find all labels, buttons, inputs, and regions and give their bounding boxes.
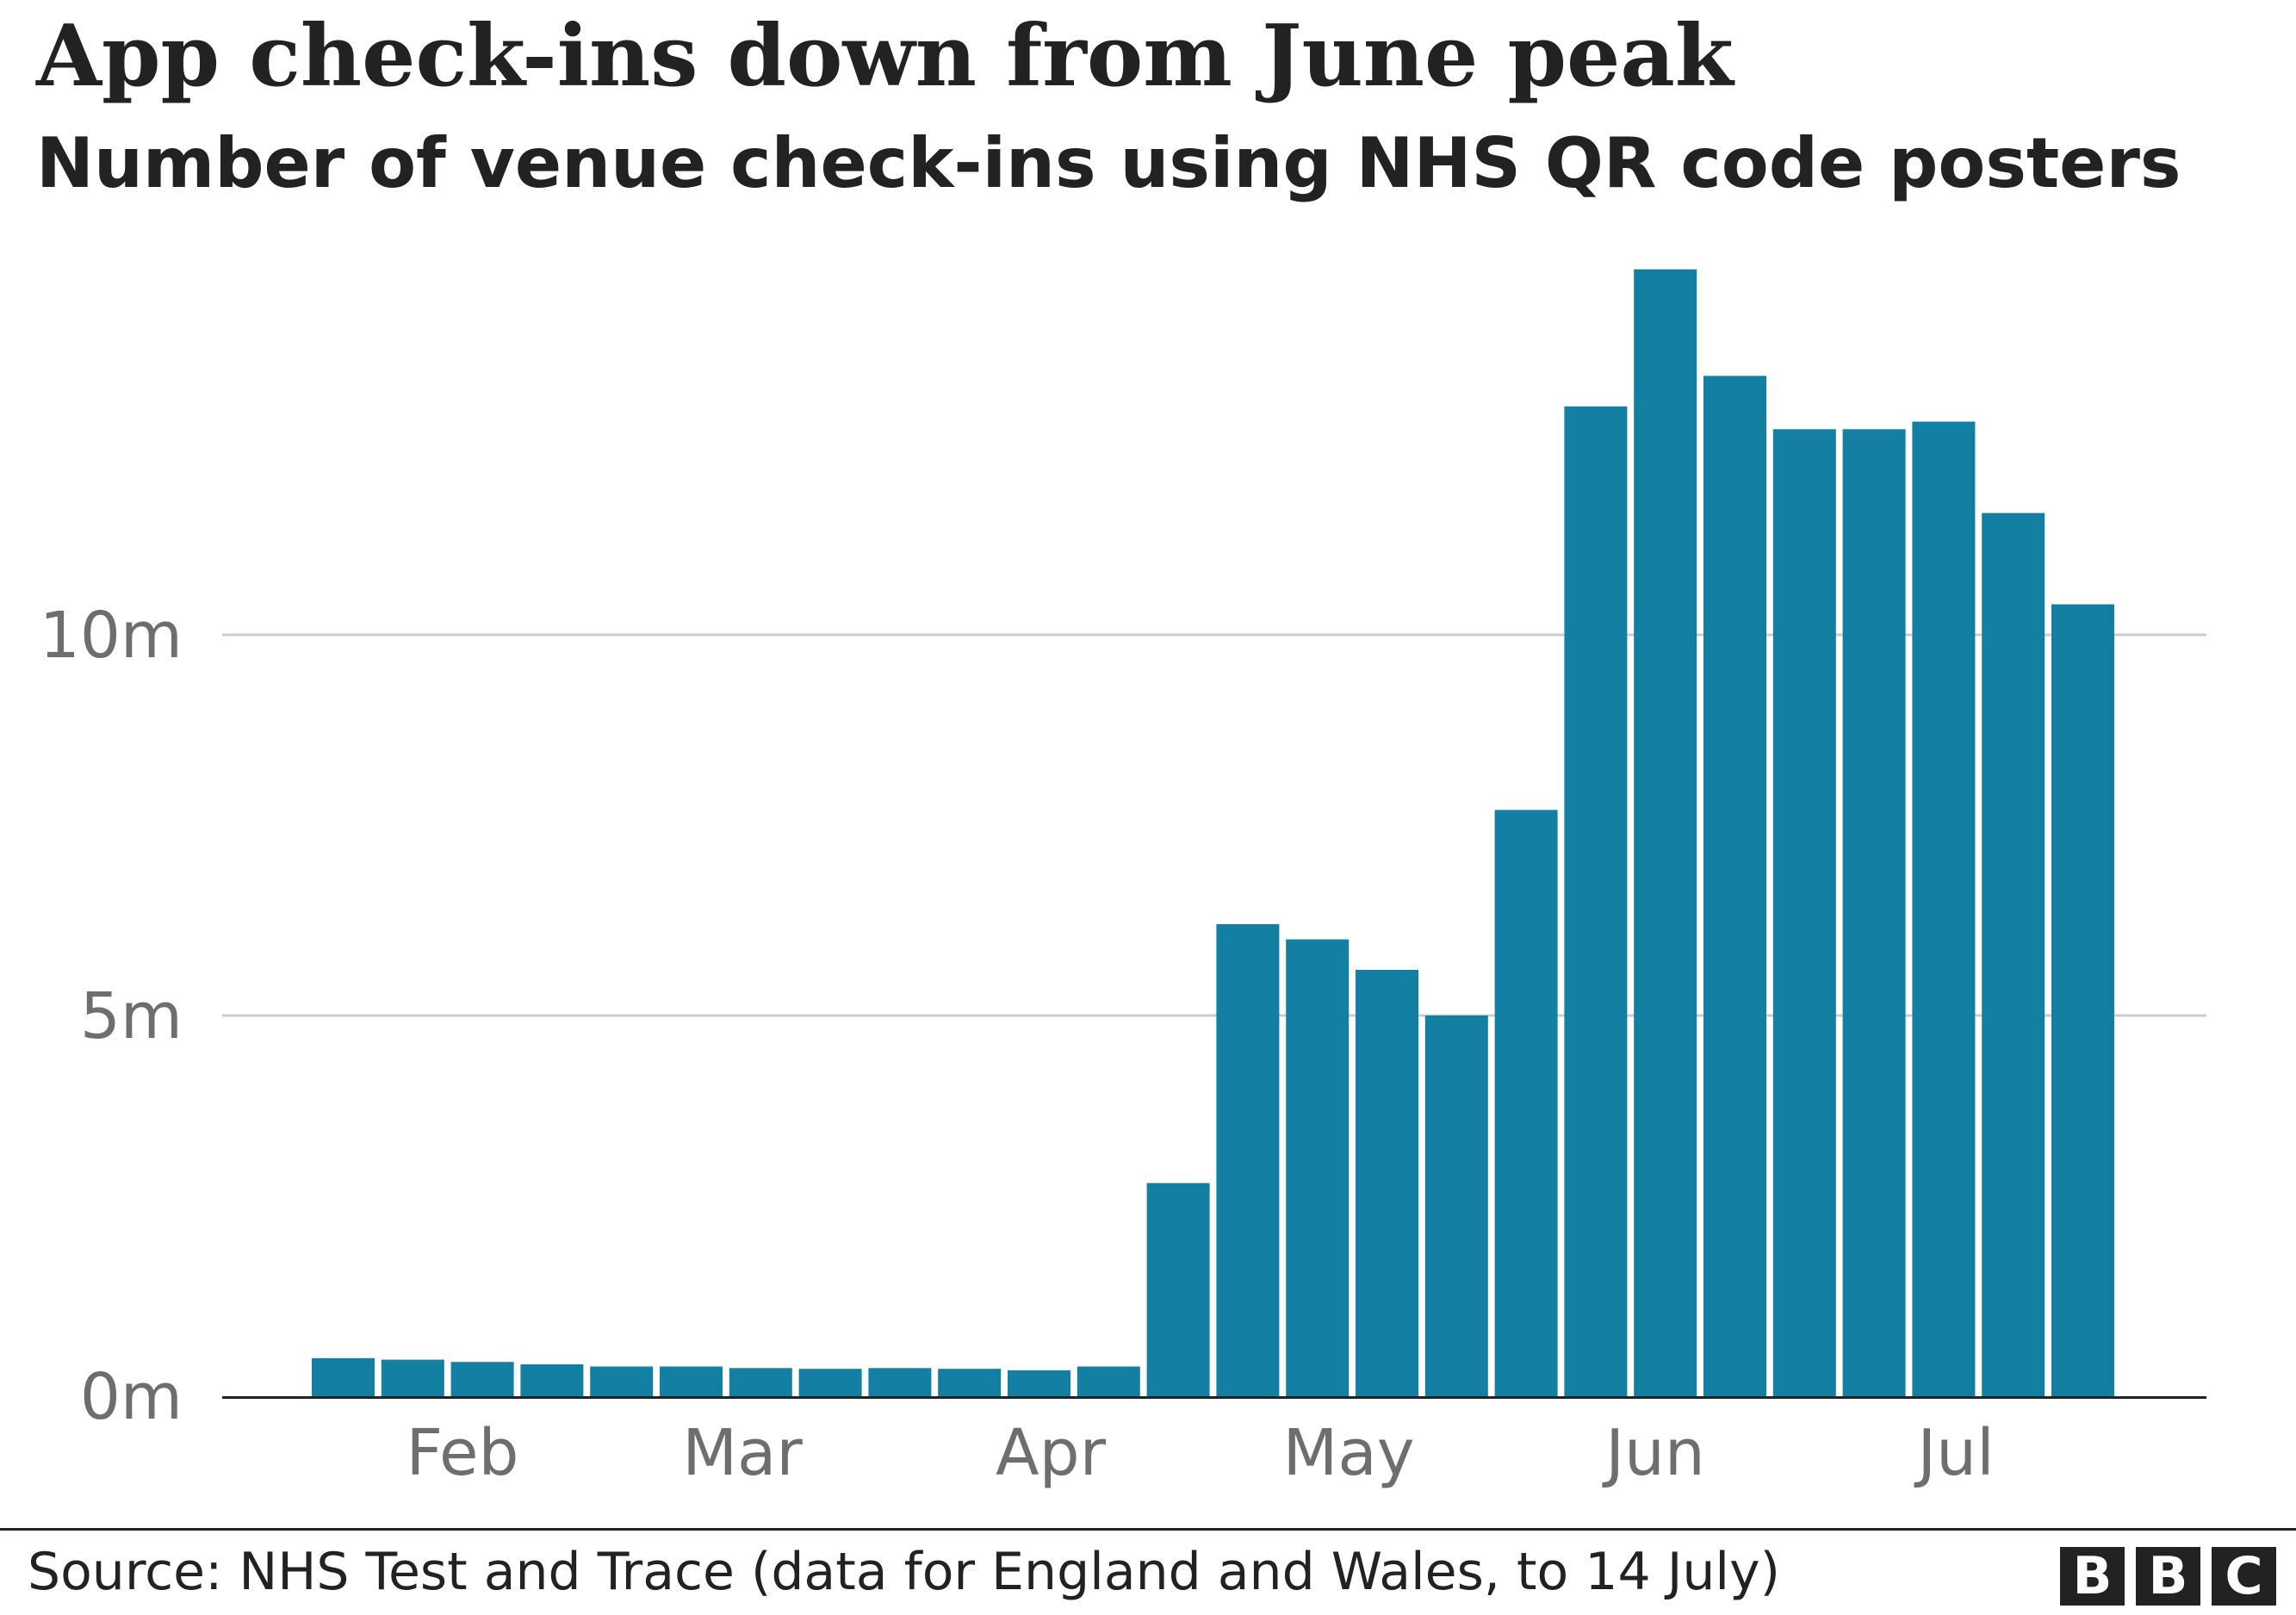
bar <box>1146 1183 1210 1396</box>
bbc-logo-box-1: B <box>2060 1547 2125 1606</box>
bar <box>2051 604 2114 1396</box>
bar <box>1772 429 1836 1396</box>
bbc-logo-box-3: C <box>2212 1547 2276 1606</box>
x-tick-label: Jun <box>1602 1416 1705 1490</box>
footer-divider <box>0 1528 2296 1531</box>
bar <box>1564 406 1628 1396</box>
bbc-logo-letter: B <box>2148 1547 2188 1606</box>
x-tick-label: Feb <box>406 1416 518 1490</box>
y-tick-label: 5m <box>80 979 183 1053</box>
x-tick-label: Jul <box>1914 1416 1994 1490</box>
bar <box>1982 512 2045 1396</box>
y-tick-label: 0m <box>80 1360 183 1434</box>
bar <box>312 1357 375 1396</box>
bbc-logo-box-2: B <box>2136 1547 2200 1606</box>
bar <box>660 1366 723 1396</box>
bar <box>1494 810 1558 1396</box>
bbc-logo: B B C <box>2060 1547 2276 1606</box>
bar <box>868 1368 932 1396</box>
y-axis-tick-labels: 0m 5m 10m <box>40 599 183 1434</box>
bar <box>1077 1366 1140 1396</box>
bar <box>729 1368 792 1396</box>
bbc-logo-letter: B <box>2072 1547 2113 1606</box>
bbc-logo-letter: C <box>2225 1547 2263 1606</box>
x-tick-label: May <box>1283 1416 1415 1490</box>
x-axis-tick-labels: Feb Mar Apr May Jun Jul <box>406 1416 1994 1490</box>
bar <box>1912 421 1976 1396</box>
bar <box>1703 376 1766 1396</box>
gridlines <box>222 633 2206 1017</box>
source-note: Source: NHS Test and Trace (data for Eng… <box>28 1542 1781 1602</box>
bars <box>312 269 2114 1397</box>
chart-subtitle: Number of venue check-ins using NHS QR c… <box>36 123 2181 203</box>
bar-chart: 0m 5m 10m Feb Mar Apr May Jun Jul <box>40 269 2206 1490</box>
bar <box>1356 970 1418 1396</box>
bar <box>1216 923 1280 1396</box>
bar <box>1842 429 1906 1396</box>
x-tick-label: Apr <box>996 1416 1107 1490</box>
chart-title: App check-ins down from June peak <box>36 7 1734 106</box>
bar <box>1634 269 1697 1397</box>
bar <box>938 1369 1002 1396</box>
bar <box>1008 1370 1070 1396</box>
bar <box>1424 1016 1488 1396</box>
bar <box>520 1363 584 1396</box>
bar <box>450 1362 514 1396</box>
bar <box>1286 939 1350 1396</box>
x-tick-label: Mar <box>682 1416 803 1490</box>
bar <box>798 1369 862 1396</box>
bar <box>590 1366 654 1396</box>
bar <box>381 1359 444 1396</box>
y-tick-label: 10m <box>40 599 183 673</box>
